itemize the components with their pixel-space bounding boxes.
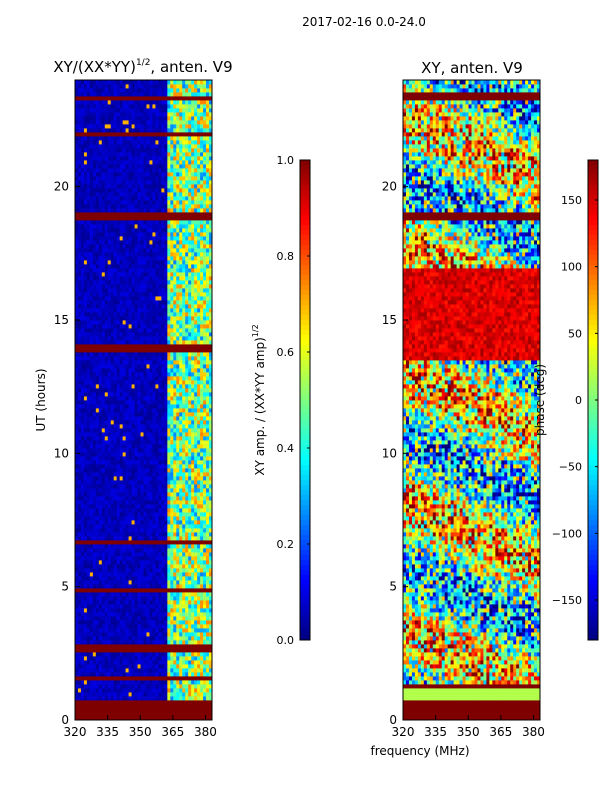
phase-colorbar-ticks: 150 100 50 0 −50 −100 −150: [552, 194, 598, 607]
phase-colorbar-tick-label: 0: [575, 394, 582, 407]
phase-colorbar-tick-label: −100: [552, 527, 582, 540]
amplitude-xtick-label: 365: [161, 725, 184, 739]
phase-xtick-label: 365: [489, 725, 512, 739]
amplitude-colorbar-ticks: 0.0 0.2 0.4 0.6 0.8 1.0: [277, 154, 310, 647]
phase-ytick-label: 20: [382, 180, 397, 194]
phase-ytick-label: 0: [389, 713, 397, 727]
amplitude-heatmap: [75, 80, 213, 721]
amplitude-colorbar-tick-label: 1.0: [277, 154, 295, 167]
amplitude-ytick-label: 15: [54, 313, 69, 327]
phase-plot-frame: [402, 79, 541, 721]
amplitude-xtick-label: 335: [96, 725, 119, 739]
phase-panel: XY, anten. V9 320 335 350 365 380 0 5 10 15 20: [382, 59, 545, 739]
amplitude-xtick-label: 380: [194, 725, 217, 739]
amplitude-panel-title: XY/(XX*YY)1/2, anten. V9: [53, 58, 232, 76]
amplitude-colorbar-tick-label: 0.0: [277, 634, 295, 647]
phase-colorbar-tick-label: 100: [561, 261, 582, 274]
phase-colorbar-tick-label: 50: [568, 327, 582, 340]
phase-ytick-label: 15: [382, 313, 397, 327]
phase-xtick-label: 320: [392, 725, 415, 739]
amplitude-colorbar-gradient: [300, 160, 310, 641]
phase-colorbar: 150 100 50 0 −50 −100 −150 phase (deg): [533, 159, 599, 641]
phase-xtick-label: 380: [522, 725, 545, 739]
amplitude-colorbar-frame: [299, 159, 311, 641]
phase-colorbar-tick-label: −150: [552, 594, 582, 607]
amplitude-ytick-label: 10: [54, 446, 69, 460]
phase-xtick-label: 335: [424, 725, 447, 739]
amplitude-colorbar-tick-label: 0.4: [277, 442, 295, 455]
phase-ytick-label: 10: [382, 446, 397, 460]
phase-xtick-label: 350: [457, 725, 480, 739]
amplitude-xtick-label: 350: [129, 725, 152, 739]
amplitude-ylabel: UT (hours): [34, 368, 48, 431]
suptitle: 2017-02-16 0.0-24.0: [302, 15, 426, 29]
amplitude-colorbar-tick-label: 0.2: [277, 538, 295, 551]
amplitude-colorbar-tick-label: 0.6: [277, 346, 295, 359]
amplitude-ytick-label: 20: [54, 180, 69, 194]
phase-axes: 320 335 350 365 380 0 5 10 15 20: [382, 180, 545, 739]
amplitude-ytick-label: 5: [61, 580, 69, 594]
phase-colorbar-tick-label: 150: [561, 194, 582, 207]
amplitude-axes: 320 335 350 365 380 0 5 10 15 20: [54, 180, 217, 739]
amplitude-colorbar: 0.0 0.2 0.4 0.6 0.8 1.0 XY amp. / (XX*YY amp)…: [251, 154, 311, 647]
shared-xlabel: frequency (MHz): [370, 744, 469, 758]
phase-colorbar-label: phase (deg): [533, 364, 547, 436]
phase-heatmap: [403, 80, 541, 721]
amplitude-plot-frame: [74, 79, 213, 721]
amplitude-colorbar-label: XY amp. / (XX*YY amp)1/2: [251, 324, 267, 475]
amplitude-xtick-label: 320: [64, 725, 87, 739]
phase-colorbar-gradient: [588, 160, 598, 641]
amplitude-panel: XY/(XX*YY)1/2, anten. V9 320 335 350 365 380…: [34, 58, 233, 739]
phase-ytick-label: 5: [389, 580, 397, 594]
amplitude-colorbar-tick-label: 0.8: [277, 250, 295, 263]
phase-panel-title: XY, anten. V9: [421, 59, 523, 77]
phase-colorbar-tick-label: −50: [559, 461, 582, 474]
amplitude-ytick-label: 0: [61, 713, 69, 727]
